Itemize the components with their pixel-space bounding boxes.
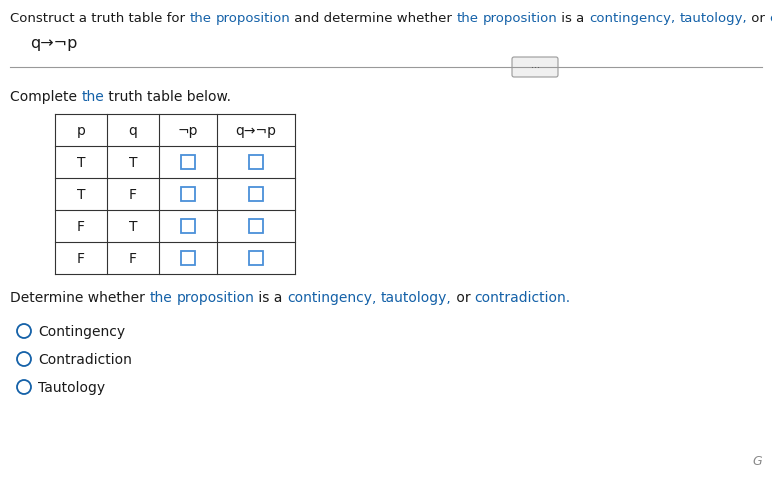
Text: F: F xyxy=(77,219,85,233)
Bar xyxy=(181,156,195,169)
Text: Complete: Complete xyxy=(10,90,81,104)
Text: and determine whether: and determine whether xyxy=(290,12,456,25)
Text: contradiction.: contradiction. xyxy=(475,290,571,304)
Bar xyxy=(181,188,195,202)
Text: contingency,: contingency, xyxy=(589,12,675,25)
Text: truth table below.: truth table below. xyxy=(104,90,231,104)
Text: is a: is a xyxy=(557,12,589,25)
Text: contingency,: contingency, xyxy=(287,290,377,304)
Text: proposition: proposition xyxy=(215,12,290,25)
Text: q→¬p: q→¬p xyxy=(235,124,276,138)
Text: T: T xyxy=(76,188,85,202)
Text: Contingency: Contingency xyxy=(38,324,125,338)
Text: proposition: proposition xyxy=(176,290,254,304)
Text: the: the xyxy=(189,12,212,25)
FancyBboxPatch shape xyxy=(512,58,558,78)
Text: the: the xyxy=(149,290,172,304)
Bar xyxy=(249,252,263,265)
Text: is a: is a xyxy=(254,290,287,304)
Text: contradiction.: contradiction. xyxy=(769,12,772,25)
Text: T: T xyxy=(129,156,137,169)
Text: q→¬p: q→¬p xyxy=(30,36,77,51)
Text: proposition: proposition xyxy=(482,12,557,25)
Text: ···: ··· xyxy=(530,63,540,73)
Bar xyxy=(249,156,263,169)
Text: Construct a truth table for: Construct a truth table for xyxy=(10,12,189,25)
Text: Determine whether: Determine whether xyxy=(10,290,149,304)
Text: F: F xyxy=(129,252,137,265)
Text: F: F xyxy=(129,188,137,202)
Text: the: the xyxy=(456,12,479,25)
Text: ¬p: ¬p xyxy=(178,124,198,138)
Text: tautology,: tautology, xyxy=(381,290,452,304)
Text: tautology,: tautology, xyxy=(679,12,747,25)
Text: T: T xyxy=(76,156,85,169)
Bar xyxy=(181,252,195,265)
Text: p: p xyxy=(76,124,86,138)
Bar xyxy=(181,219,195,233)
Text: T: T xyxy=(129,219,137,233)
Text: or: or xyxy=(747,12,769,25)
Bar xyxy=(249,188,263,202)
Text: Contradiction: Contradiction xyxy=(38,352,132,366)
Text: the: the xyxy=(81,90,104,104)
Text: G: G xyxy=(753,454,762,467)
Bar xyxy=(249,219,263,233)
Text: q: q xyxy=(129,124,137,138)
Text: F: F xyxy=(77,252,85,265)
Text: Tautology: Tautology xyxy=(38,380,105,394)
Text: or: or xyxy=(452,290,475,304)
